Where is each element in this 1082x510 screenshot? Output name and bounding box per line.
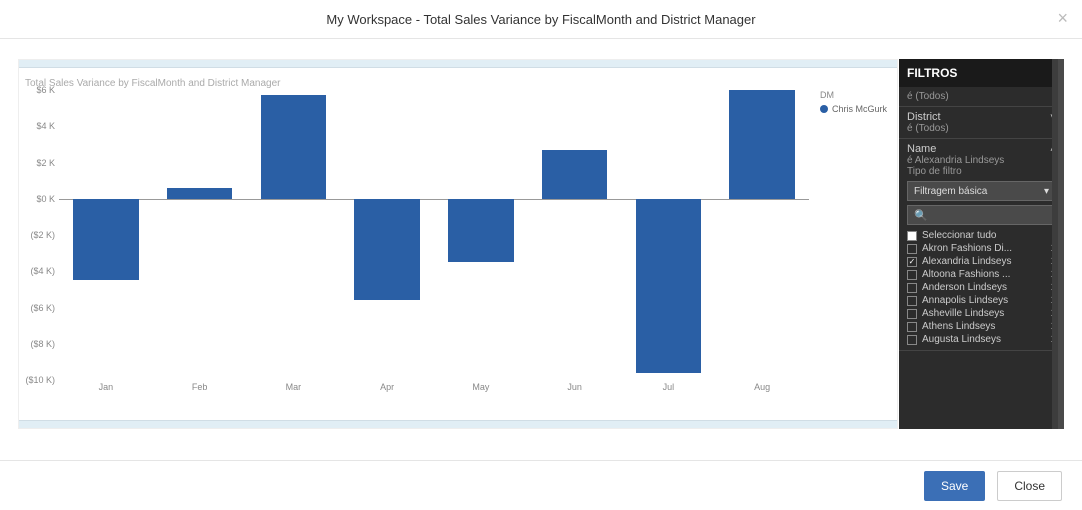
content-area: Total Sales Variance by FiscalMonth and … [0,39,1082,459]
filter-sub: é (Todos) [907,91,1056,102]
x-tick: Jul [638,382,698,392]
bar-may[interactable] [448,199,514,262]
checkbox[interactable] [907,283,917,293]
chart-plot: $6 K$4 K$2 K$0 K($2 K)($4 K)($6 K)($8 K)… [59,90,809,380]
filter-item[interactable]: Anderson Lindseys1 [907,281,1056,294]
filter-item-label: Athens Lindseys [922,321,995,332]
filter-item[interactable]: Altoona Fashions ...1 [907,268,1056,281]
checkbox[interactable] [907,322,917,332]
chart-title: Total Sales Variance by FiscalMonth and … [19,68,897,89]
bar-jan[interactable] [73,199,139,281]
checkbox[interactable] [907,244,917,254]
y-tick: ($6 K) [25,303,55,313]
checkbox[interactable] [907,335,917,345]
checkbox[interactable] [907,309,917,319]
filter-item[interactable]: Alexandria Lindseys1 [907,255,1056,268]
filter-sub: é Alexandria Lindseys [907,155,1056,166]
y-tick: ($2 K) [25,230,55,240]
y-tick: ($8 K) [25,339,55,349]
dialog-header: My Workspace - Total Sales Variance by F… [0,0,1082,38]
bar-feb[interactable] [167,188,233,199]
filter-item-label: Asheville Lindseys [922,308,1004,319]
x-tick: Jun [545,382,605,392]
filter-item[interactable]: Annapolis Lindseys1 [907,294,1056,307]
bar-mar[interactable] [261,95,327,198]
checkbox[interactable] [907,270,917,280]
chart-legend: DM Chris McGurk [820,90,887,114]
filter-list: Seleccionar tudoAkron Fashions Di...1Ale… [907,229,1056,346]
checkbox[interactable] [907,296,917,306]
x-tick: Jan [76,382,136,392]
filter-item-label: Alexandria Lindseys [922,256,1012,267]
filter-item[interactable]: Seleccionar tudo [907,229,1056,242]
x-tick: Apr [357,382,417,392]
legend-item[interactable]: Chris McGurk [820,104,887,114]
bar-jul[interactable] [636,199,702,373]
dialog-title: My Workspace - Total Sales Variance by F… [326,12,755,27]
filter-sub2: Tipo de filtro [907,166,1056,177]
x-tick: Aug [732,382,792,392]
filter-section-header[interactable]: District˅ [907,111,1056,123]
filter-item-label: Seleccionar tudo [922,230,997,241]
dialog-footer: Save Close [0,460,1082,510]
filters-panel: FILTROS › é (Todos)District˅é (Todos)Nam… [899,59,1064,429]
dropdown-label: Filtragem básica [914,186,987,197]
close-icon[interactable]: × [1057,8,1068,29]
y-tick: ($10 K) [25,375,55,385]
filter-section: District˅é (Todos) [899,107,1064,139]
y-tick: $4 K [25,121,55,131]
filters-header[interactable]: FILTROS › [899,59,1064,87]
chart-card: Total Sales Variance by FiscalMonth and … [18,59,898,429]
filter-item[interactable]: Athens Lindseys1 [907,320,1056,333]
filter-type-dropdown[interactable]: Filtragem básica ▾ [907,181,1056,201]
filter-item-label: Augusta Lindseys [922,334,1001,345]
x-tick: May [451,382,511,392]
filter-item-label: Anderson Lindseys [922,282,1007,293]
bar-jun[interactable] [542,150,608,199]
legend-title: DM [820,90,887,100]
filter-item-label: Altoona Fashions ... [922,269,1010,280]
bar-aug[interactable] [729,90,795,199]
chart-topbar [19,60,897,68]
filter-label: Name [907,143,936,155]
filter-section-header[interactable]: Name˄ [907,143,1056,155]
checkbox[interactable] [907,231,917,241]
filter-item-label: Akron Fashions Di... [922,243,1012,254]
x-tick: Feb [170,382,230,392]
save-button[interactable]: Save [924,471,985,501]
filters-title: FILTROS [907,66,957,80]
y-tick: ($4 K) [25,266,55,276]
chevron-down-icon: ▾ [1044,186,1049,197]
filter-search[interactable]: 🔍 [907,205,1056,225]
y-tick: $6 K [25,85,55,95]
x-tick: Mar [263,382,323,392]
chart-botbar [19,420,897,428]
filter-item[interactable]: Asheville Lindseys1 [907,307,1056,320]
legend-swatch [820,105,828,113]
filter-sub: é (Todos) [907,123,1056,134]
checkbox[interactable] [907,257,917,267]
filter-item[interactable]: Akron Fashions Di...1 [907,242,1056,255]
filter-section: é (Todos) [899,87,1064,107]
filter-item-label: Annapolis Lindseys [922,295,1008,306]
bar-apr[interactable] [354,199,420,301]
legend-label: Chris McGurk [832,104,887,114]
filters-scrollbar[interactable] [1052,59,1064,429]
filter-section: Name˄é Alexandria LindseysTipo de filtro… [899,139,1064,351]
y-tick: $0 K [25,194,55,204]
y-tick: $2 K [25,158,55,168]
filter-item[interactable]: Augusta Lindseys1 [907,333,1056,346]
filter-label: District [907,111,941,123]
close-button[interactable]: Close [997,471,1062,501]
